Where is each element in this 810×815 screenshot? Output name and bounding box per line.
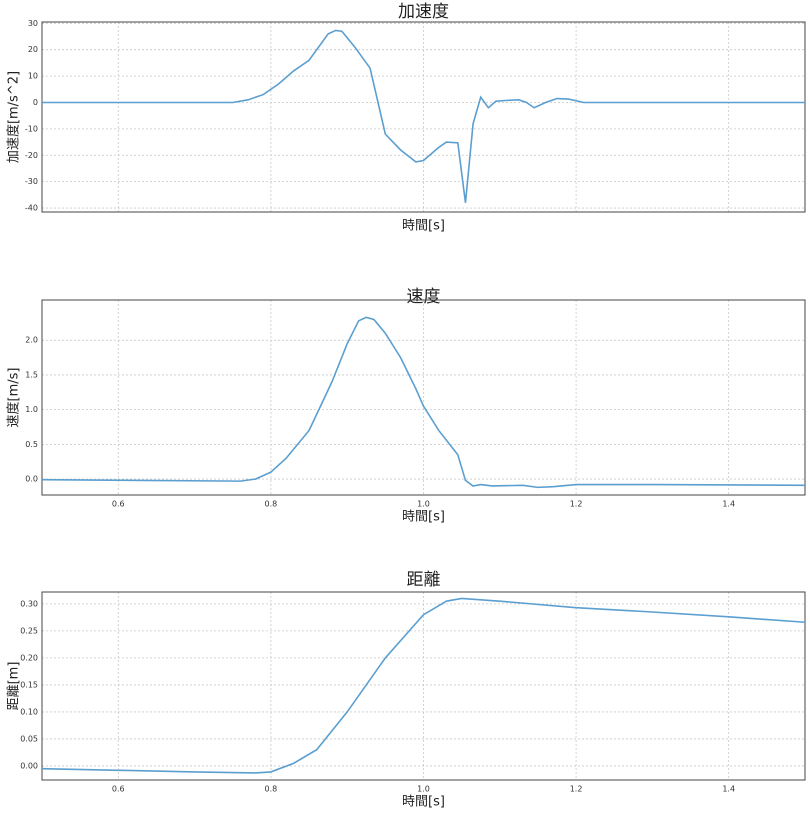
y-tick-label: -20 <box>25 151 38 160</box>
y-tick-label: 0.00 <box>20 761 38 770</box>
y-axis-label: 速度[m/s] <box>6 368 22 428</box>
y-tick-label: 30 <box>28 19 38 28</box>
y-tick-label: -30 <box>25 177 38 186</box>
y-tick-label: 1.5 <box>25 370 38 379</box>
plot-frame <box>41 21 806 213</box>
plot-frame <box>41 299 806 496</box>
y-axis-label: 加速度[m/s^2] <box>6 71 22 163</box>
x-tick-label: 1.4 <box>722 500 735 509</box>
x-axis-label: 時間[s] <box>402 219 445 234</box>
y-tick-label: 0.10 <box>20 707 38 716</box>
chart-title: 距離 <box>407 570 441 590</box>
x-tick-label: 0.6 <box>112 500 125 509</box>
y-tick-label: -10 <box>25 124 38 133</box>
data-line <box>41 316 806 489</box>
x-tick-label: 1.2 <box>570 785 583 794</box>
x-tick-label: 0.8 <box>265 500 278 509</box>
y-tick-label: 0.15 <box>20 680 38 689</box>
x-axis-label: 時間[s] <box>402 510 445 525</box>
y-tick-label: 2.0 <box>25 336 38 345</box>
y-tick-label: 20 <box>28 45 38 54</box>
y-tick-label: 0.5 <box>25 440 38 449</box>
chart-title: 加速度 <box>398 2 449 22</box>
y-tick-label: 0 <box>33 98 38 107</box>
y-tick-label: -40 <box>25 204 38 213</box>
y-tick-label: 0.20 <box>20 653 38 662</box>
x-tick-label: 1.4 <box>722 785 735 794</box>
data-line <box>41 597 806 774</box>
x-tick-label: 0.8 <box>265 785 278 794</box>
data-line <box>42 29 805 203</box>
y-tick-label: 0.05 <box>20 734 38 743</box>
y-tick-label: 0.30 <box>20 599 38 608</box>
plot-frame <box>41 591 806 781</box>
x-tick-label: 1.0 <box>417 500 430 509</box>
x-tick-label: 1.2 <box>570 500 583 509</box>
x-tick-label: 0.6 <box>112 785 125 794</box>
y-tick-label: 0.25 <box>20 626 38 635</box>
y-tick-label: 10 <box>28 72 38 81</box>
y-tick-label: 0.0 <box>25 475 38 484</box>
y-tick-label: 1.0 <box>25 405 38 414</box>
y-axis-label: 距離[m] <box>7 662 22 711</box>
x-axis-label: 時間[s] <box>402 795 445 810</box>
chart-title: 速度 <box>407 287 441 307</box>
x-tick-label: 1.0 <box>417 785 430 794</box>
